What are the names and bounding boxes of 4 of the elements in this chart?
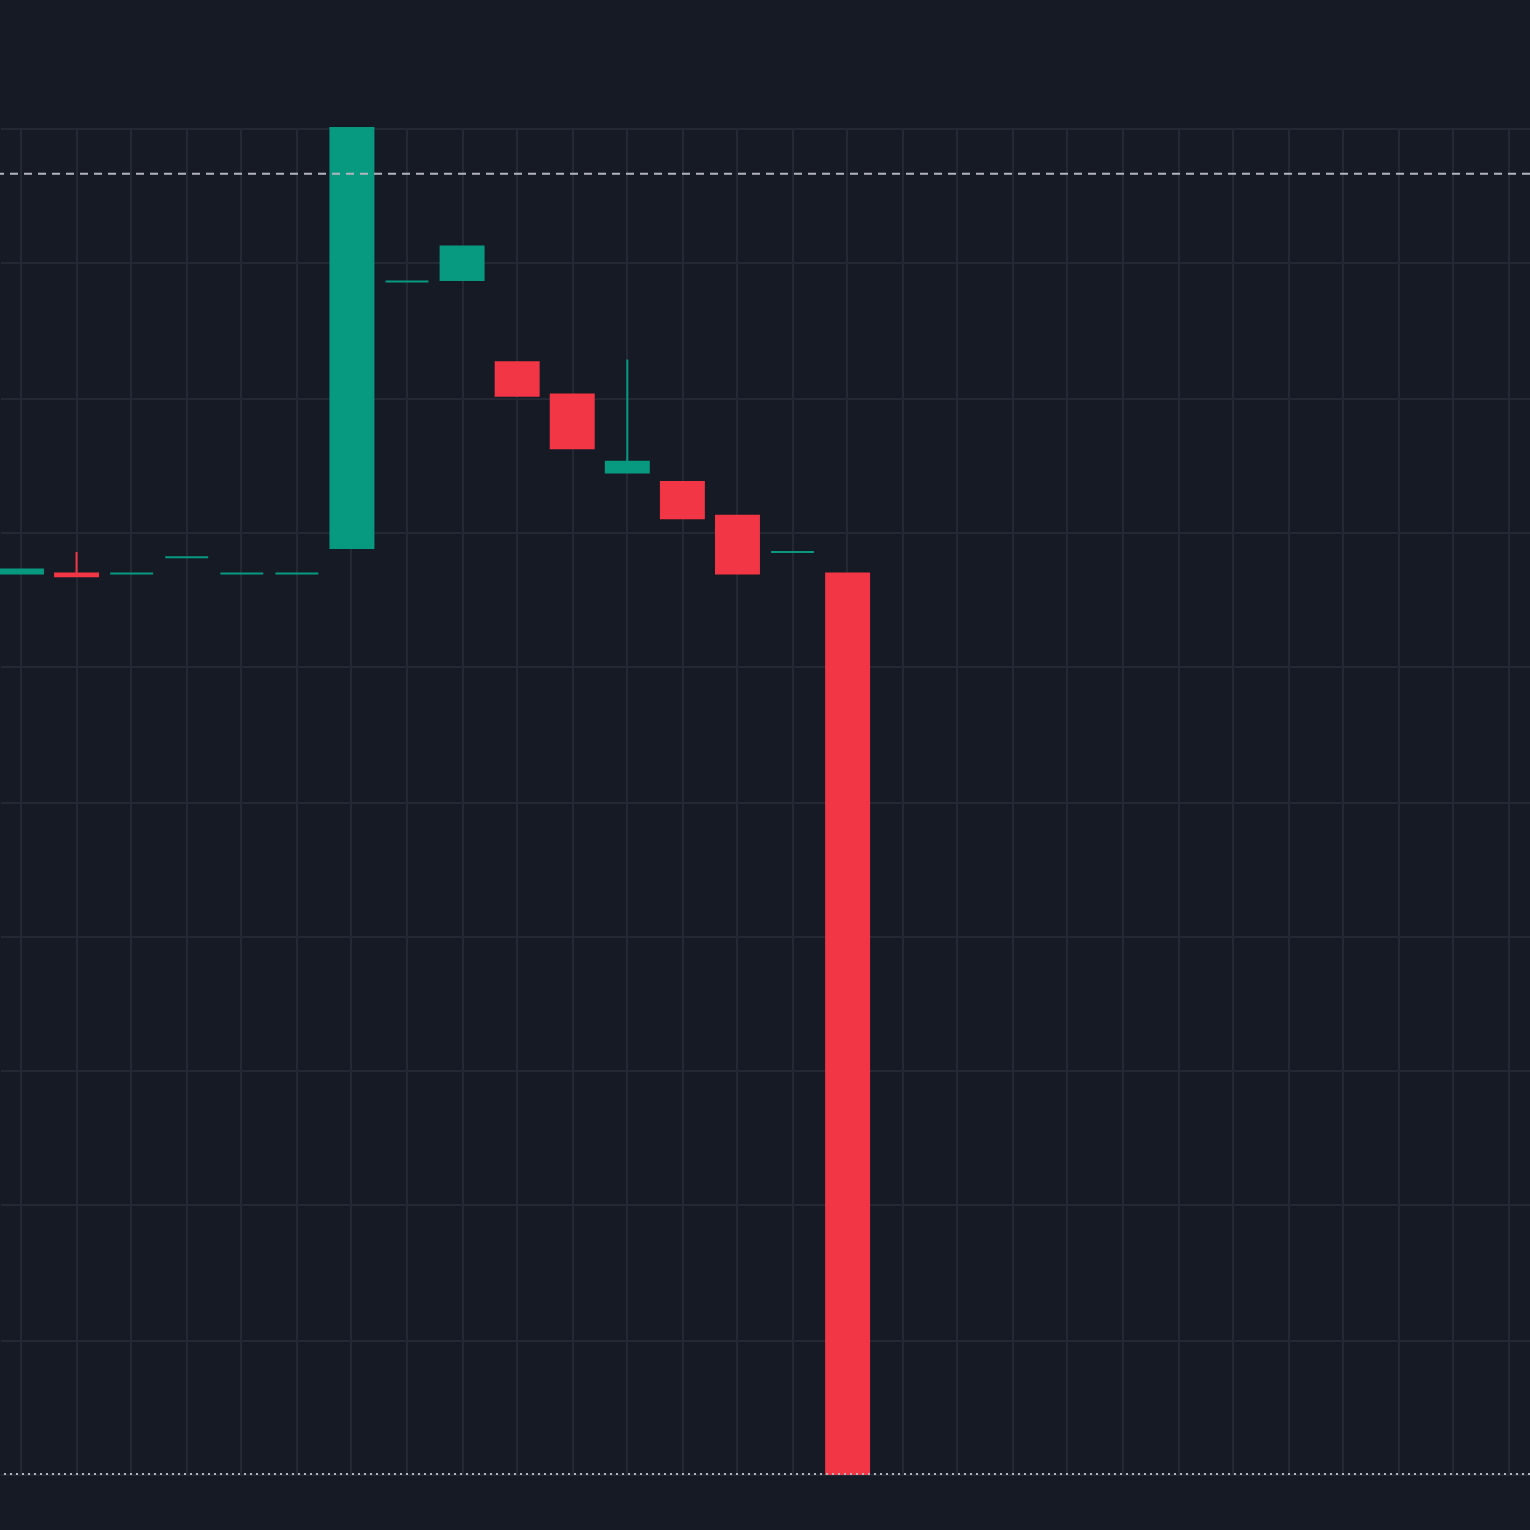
candlestick	[494, 361, 540, 397]
candlestick	[659, 481, 705, 520]
candlestick	[604, 358, 650, 474]
candlestick	[439, 245, 485, 282]
